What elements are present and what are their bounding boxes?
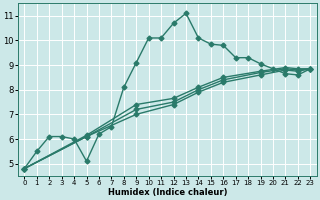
X-axis label: Humidex (Indice chaleur): Humidex (Indice chaleur) xyxy=(108,188,227,197)
